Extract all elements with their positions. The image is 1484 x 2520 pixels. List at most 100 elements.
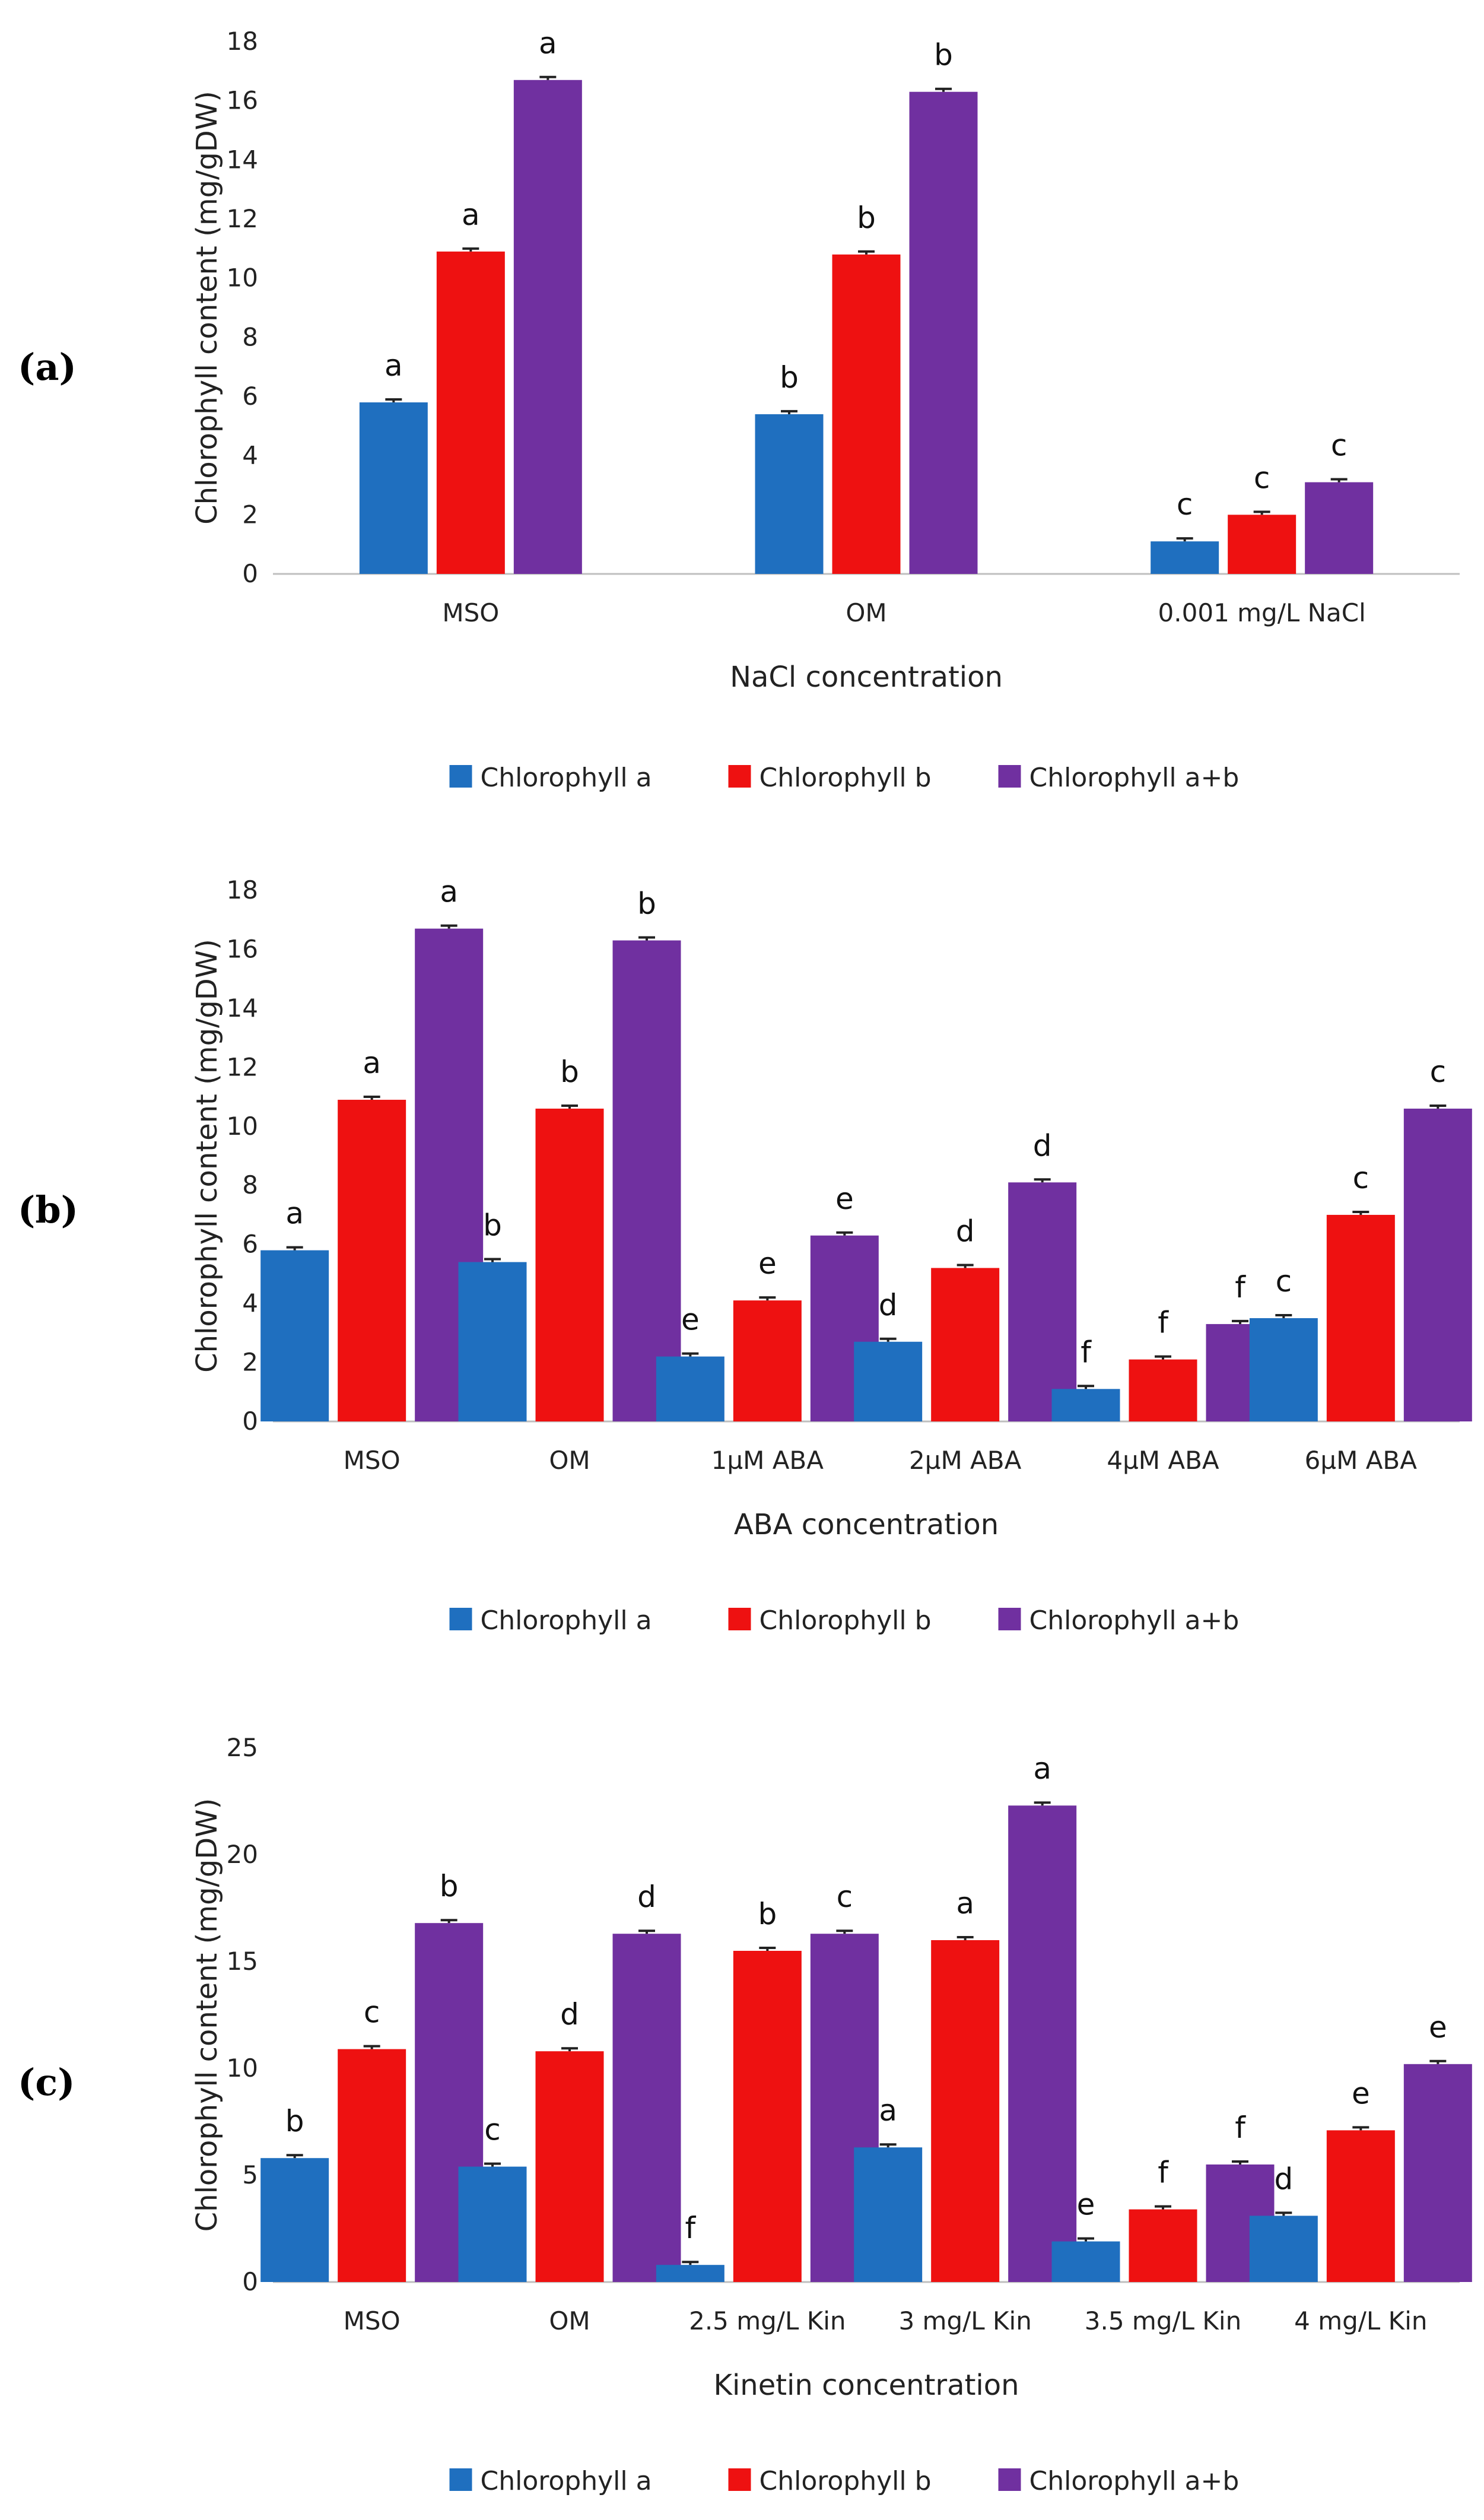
legend-swatch bbox=[998, 1608, 1021, 1630]
y-tick-label: 6 bbox=[242, 1230, 258, 1259]
significance-label: e bbox=[758, 1246, 777, 1281]
y-tick-label: 12 bbox=[227, 1052, 258, 1081]
y-tick-label: 12 bbox=[227, 204, 258, 233]
significance-label: d bbox=[1274, 2162, 1293, 2196]
significance-label: a bbox=[440, 875, 458, 909]
x-tick-label: 0.001 mg/L NaCl bbox=[1158, 598, 1366, 627]
y-axis-title: Chlorophyll content (mg/gDW) bbox=[190, 91, 224, 525]
y-tick-label: 10 bbox=[227, 2054, 258, 2083]
y-tick-label: 2 bbox=[242, 1348, 258, 1377]
y-tick-label: 25 bbox=[227, 1733, 258, 1762]
significance-label: d bbox=[956, 1214, 975, 1248]
panel-label: (b) bbox=[18, 1188, 78, 1232]
significance-label: e bbox=[835, 1182, 854, 1216]
significance-label: e bbox=[1429, 2010, 1447, 2045]
y-axis-title: Chlorophyll content (mg/gDW) bbox=[190, 939, 224, 1373]
legend-swatch bbox=[728, 765, 751, 788]
significance-label: f bbox=[1158, 2156, 1169, 2190]
significance-label: e bbox=[1352, 2076, 1370, 2110]
y-tick-label: 0 bbox=[242, 559, 258, 588]
significance-label: d bbox=[560, 1997, 579, 2032]
significance-label: d bbox=[879, 1288, 898, 1322]
y-axis-title: Chlorophyll content (mg/gDW) bbox=[190, 1798, 224, 2232]
bar-chlorophyll-ab bbox=[1008, 1182, 1077, 1421]
legend-swatch bbox=[449, 765, 472, 788]
legend: Chlorophyll a Chlorophyll b Chlorophyll a+… bbox=[449, 1605, 1240, 1636]
y-tick-label: 8 bbox=[242, 322, 258, 351]
bar-chlorophyll-ab bbox=[513, 80, 582, 575]
bar-chlorophyll-b bbox=[931, 1940, 1000, 2282]
significance-label: c bbox=[837, 1880, 853, 1914]
bar-chlorophyll-a bbox=[854, 2147, 923, 2282]
significance-label: a bbox=[956, 1886, 974, 1921]
y-tick-label: 14 bbox=[227, 145, 258, 174]
significance-label: a bbox=[462, 198, 480, 232]
bar-chlorophyll-a bbox=[458, 2166, 527, 2282]
legend-label: Chlorophyll a bbox=[481, 2466, 652, 2496]
significance-label: a bbox=[1033, 1751, 1051, 1786]
legend-label: Chlorophyll a bbox=[481, 763, 652, 793]
y-tick-label: 6 bbox=[242, 382, 258, 411]
y-tick-label: 15 bbox=[227, 1947, 258, 1976]
bar-chlorophyll-a bbox=[1249, 2216, 1318, 2282]
y-tick-label: 20 bbox=[227, 1840, 258, 1869]
chart-panel-a: (a) 0 2 4 6 8 10 12 14 16 18 Chlorophyll content (m… bbox=[18, 26, 1460, 793]
bar-chlorophyll-b bbox=[1129, 1359, 1197, 1421]
significance-label: a bbox=[285, 1196, 304, 1231]
y-tick-label: 16 bbox=[227, 86, 258, 115]
significance-label: b bbox=[934, 38, 953, 72]
y-tick-label: 2 bbox=[242, 500, 258, 529]
legend-swatch bbox=[449, 1608, 472, 1630]
y-tick-label: 8 bbox=[242, 1170, 258, 1199]
bar-chlorophyll-a bbox=[854, 1341, 923, 1421]
bar-chlorophyll-a bbox=[458, 1262, 527, 1421]
bar-chlorophyll-b bbox=[733, 1300, 802, 1421]
significance-label: b bbox=[857, 201, 876, 235]
bar-chlorophyll-a bbox=[656, 2265, 724, 2282]
bar-chlorophyll-b bbox=[436, 251, 505, 575]
x-tick-label: 1µM ABA bbox=[711, 1446, 824, 1475]
significance-label: c bbox=[1331, 429, 1348, 463]
significance-label: b bbox=[483, 1208, 502, 1243]
legend-label: Chlorophyll b bbox=[760, 1605, 932, 1636]
significance-label: e bbox=[681, 1303, 700, 1337]
y-tick-label: 18 bbox=[227, 875, 258, 904]
significance-label: c bbox=[1353, 1161, 1369, 1195]
significance-label: c bbox=[364, 1995, 380, 2030]
bar-chlorophyll-b bbox=[1326, 2130, 1395, 2282]
x-axis-title: NaCl concentration bbox=[730, 661, 1003, 694]
significance-label: c bbox=[1254, 461, 1270, 495]
legend-swatch bbox=[998, 2468, 1021, 2491]
y-tick-label: 10 bbox=[227, 1112, 258, 1141]
legend-label: Chlorophyll a+b bbox=[1029, 2466, 1240, 2496]
bar-chlorophyll-a bbox=[755, 414, 824, 574]
y-tick-label: 10 bbox=[227, 264, 258, 293]
significance-label: a bbox=[363, 1046, 381, 1080]
bar-chlorophyll-b bbox=[535, 2051, 604, 2282]
bar-chlorophyll-a bbox=[1051, 1389, 1120, 1421]
bar-chlorophyll-b bbox=[338, 2049, 406, 2282]
x-tick-label: 6µM ABA bbox=[1305, 1446, 1418, 1475]
chart-panel-c: (c) 0 5 10 15 20 25 Chlorophyll content (mg/gDW… bbox=[18, 1733, 1472, 2496]
legend-label: Chlorophyll b bbox=[760, 763, 932, 793]
x-tick-label: 2µM ABA bbox=[909, 1446, 1022, 1475]
y-tick-label: 14 bbox=[227, 994, 258, 1023]
significance-label: b bbox=[560, 1055, 579, 1089]
bar-chlorophyll-b bbox=[1129, 2209, 1197, 2282]
legend: Chlorophyll a Chlorophyll b Chlorophyll a+… bbox=[449, 763, 1240, 793]
bar-chlorophyll-b bbox=[338, 1100, 406, 1421]
x-tick-label: 3 mg/L Kin bbox=[898, 2306, 1031, 2335]
significance-label: c bbox=[1430, 1055, 1447, 1089]
legend-label: Chlorophyll a+b bbox=[1029, 1605, 1240, 1636]
bar-chlorophyll-b bbox=[1326, 1214, 1395, 1421]
bar-chlorophyll-ab bbox=[1403, 1108, 1472, 1421]
legend-swatch bbox=[728, 1608, 751, 1630]
y-tick-label: 5 bbox=[242, 2160, 258, 2189]
legend-label: Chlorophyll a+b bbox=[1029, 763, 1240, 793]
x-tick-label: 4µM ABA bbox=[1107, 1446, 1219, 1475]
bar-chlorophyll-b bbox=[733, 1951, 802, 2282]
legend-label: Chlorophyll b bbox=[760, 2466, 932, 2496]
x-tick-label: MSO bbox=[344, 1446, 401, 1475]
bar-chlorophyll-a bbox=[260, 1250, 329, 1421]
